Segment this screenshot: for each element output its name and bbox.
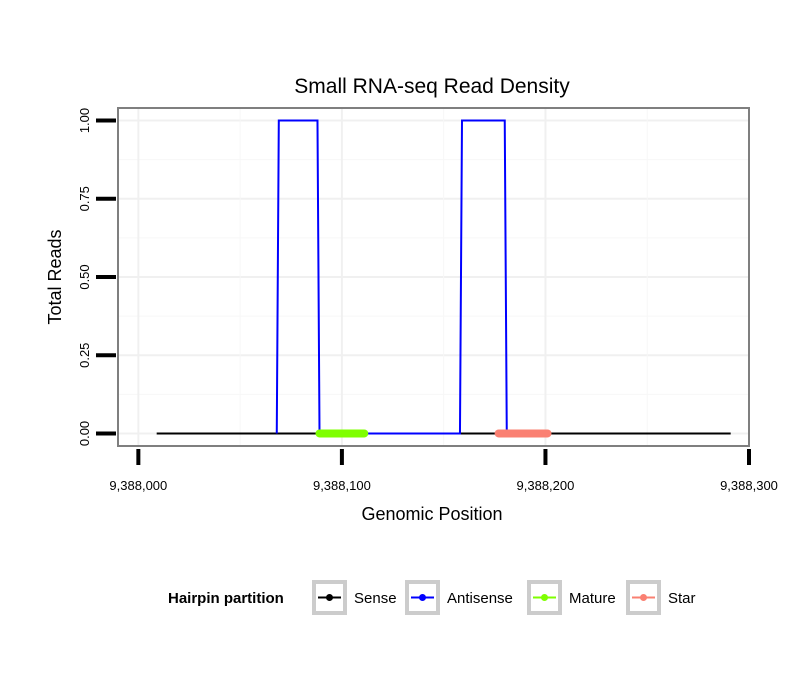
plot-panel-border [117, 107, 750, 447]
legend-dot-mature [541, 594, 548, 601]
y-axis: 0.00 0.25 0.50 0.75 1.00 [77, 108, 116, 446]
x-axis: 9,388,000 9,388,100 9,388,200 9,388,300 [109, 449, 778, 493]
x-tick-label-2: 9,388,200 [517, 478, 575, 493]
legend: Hairpin partition Sense Antisense Mature St… [168, 580, 696, 615]
legend-label-mature: Mature [569, 590, 616, 607]
y-tick-label-3: 0.75 [77, 186, 92, 211]
legend-label-sense: Sense [354, 590, 397, 607]
x-tick-label-1: 9,388,100 [313, 478, 371, 493]
y-axis-label: Total Reads [45, 229, 65, 324]
legend-dot-star [640, 594, 647, 601]
grid-lines [118, 108, 750, 446]
legend-entries: Sense Antisense Mature Star [312, 580, 696, 615]
y-tick-label-4: 1.00 [77, 108, 92, 133]
legend-dot-antisense [419, 594, 426, 601]
legend-title: Hairpin partition [168, 590, 284, 607]
legend-dot-sense [326, 594, 333, 601]
x-tick-label-3: 9,388,300 [720, 478, 778, 493]
y-tick-label-2: 0.50 [77, 264, 92, 289]
legend-label-star: Star [668, 590, 696, 607]
y-tick-label-0: 0.00 [77, 421, 92, 446]
x-axis-label: Genomic Position [361, 504, 502, 524]
y-tick-label-1: 0.25 [77, 343, 92, 368]
plot-series [156, 119, 731, 438]
series-antisense-line [275, 119, 508, 435]
x-tick-label-0: 9,388,000 [109, 478, 167, 493]
chart-title: Small RNA-seq Read Density [294, 75, 570, 98]
legend-label-antisense: Antisense [447, 590, 513, 607]
